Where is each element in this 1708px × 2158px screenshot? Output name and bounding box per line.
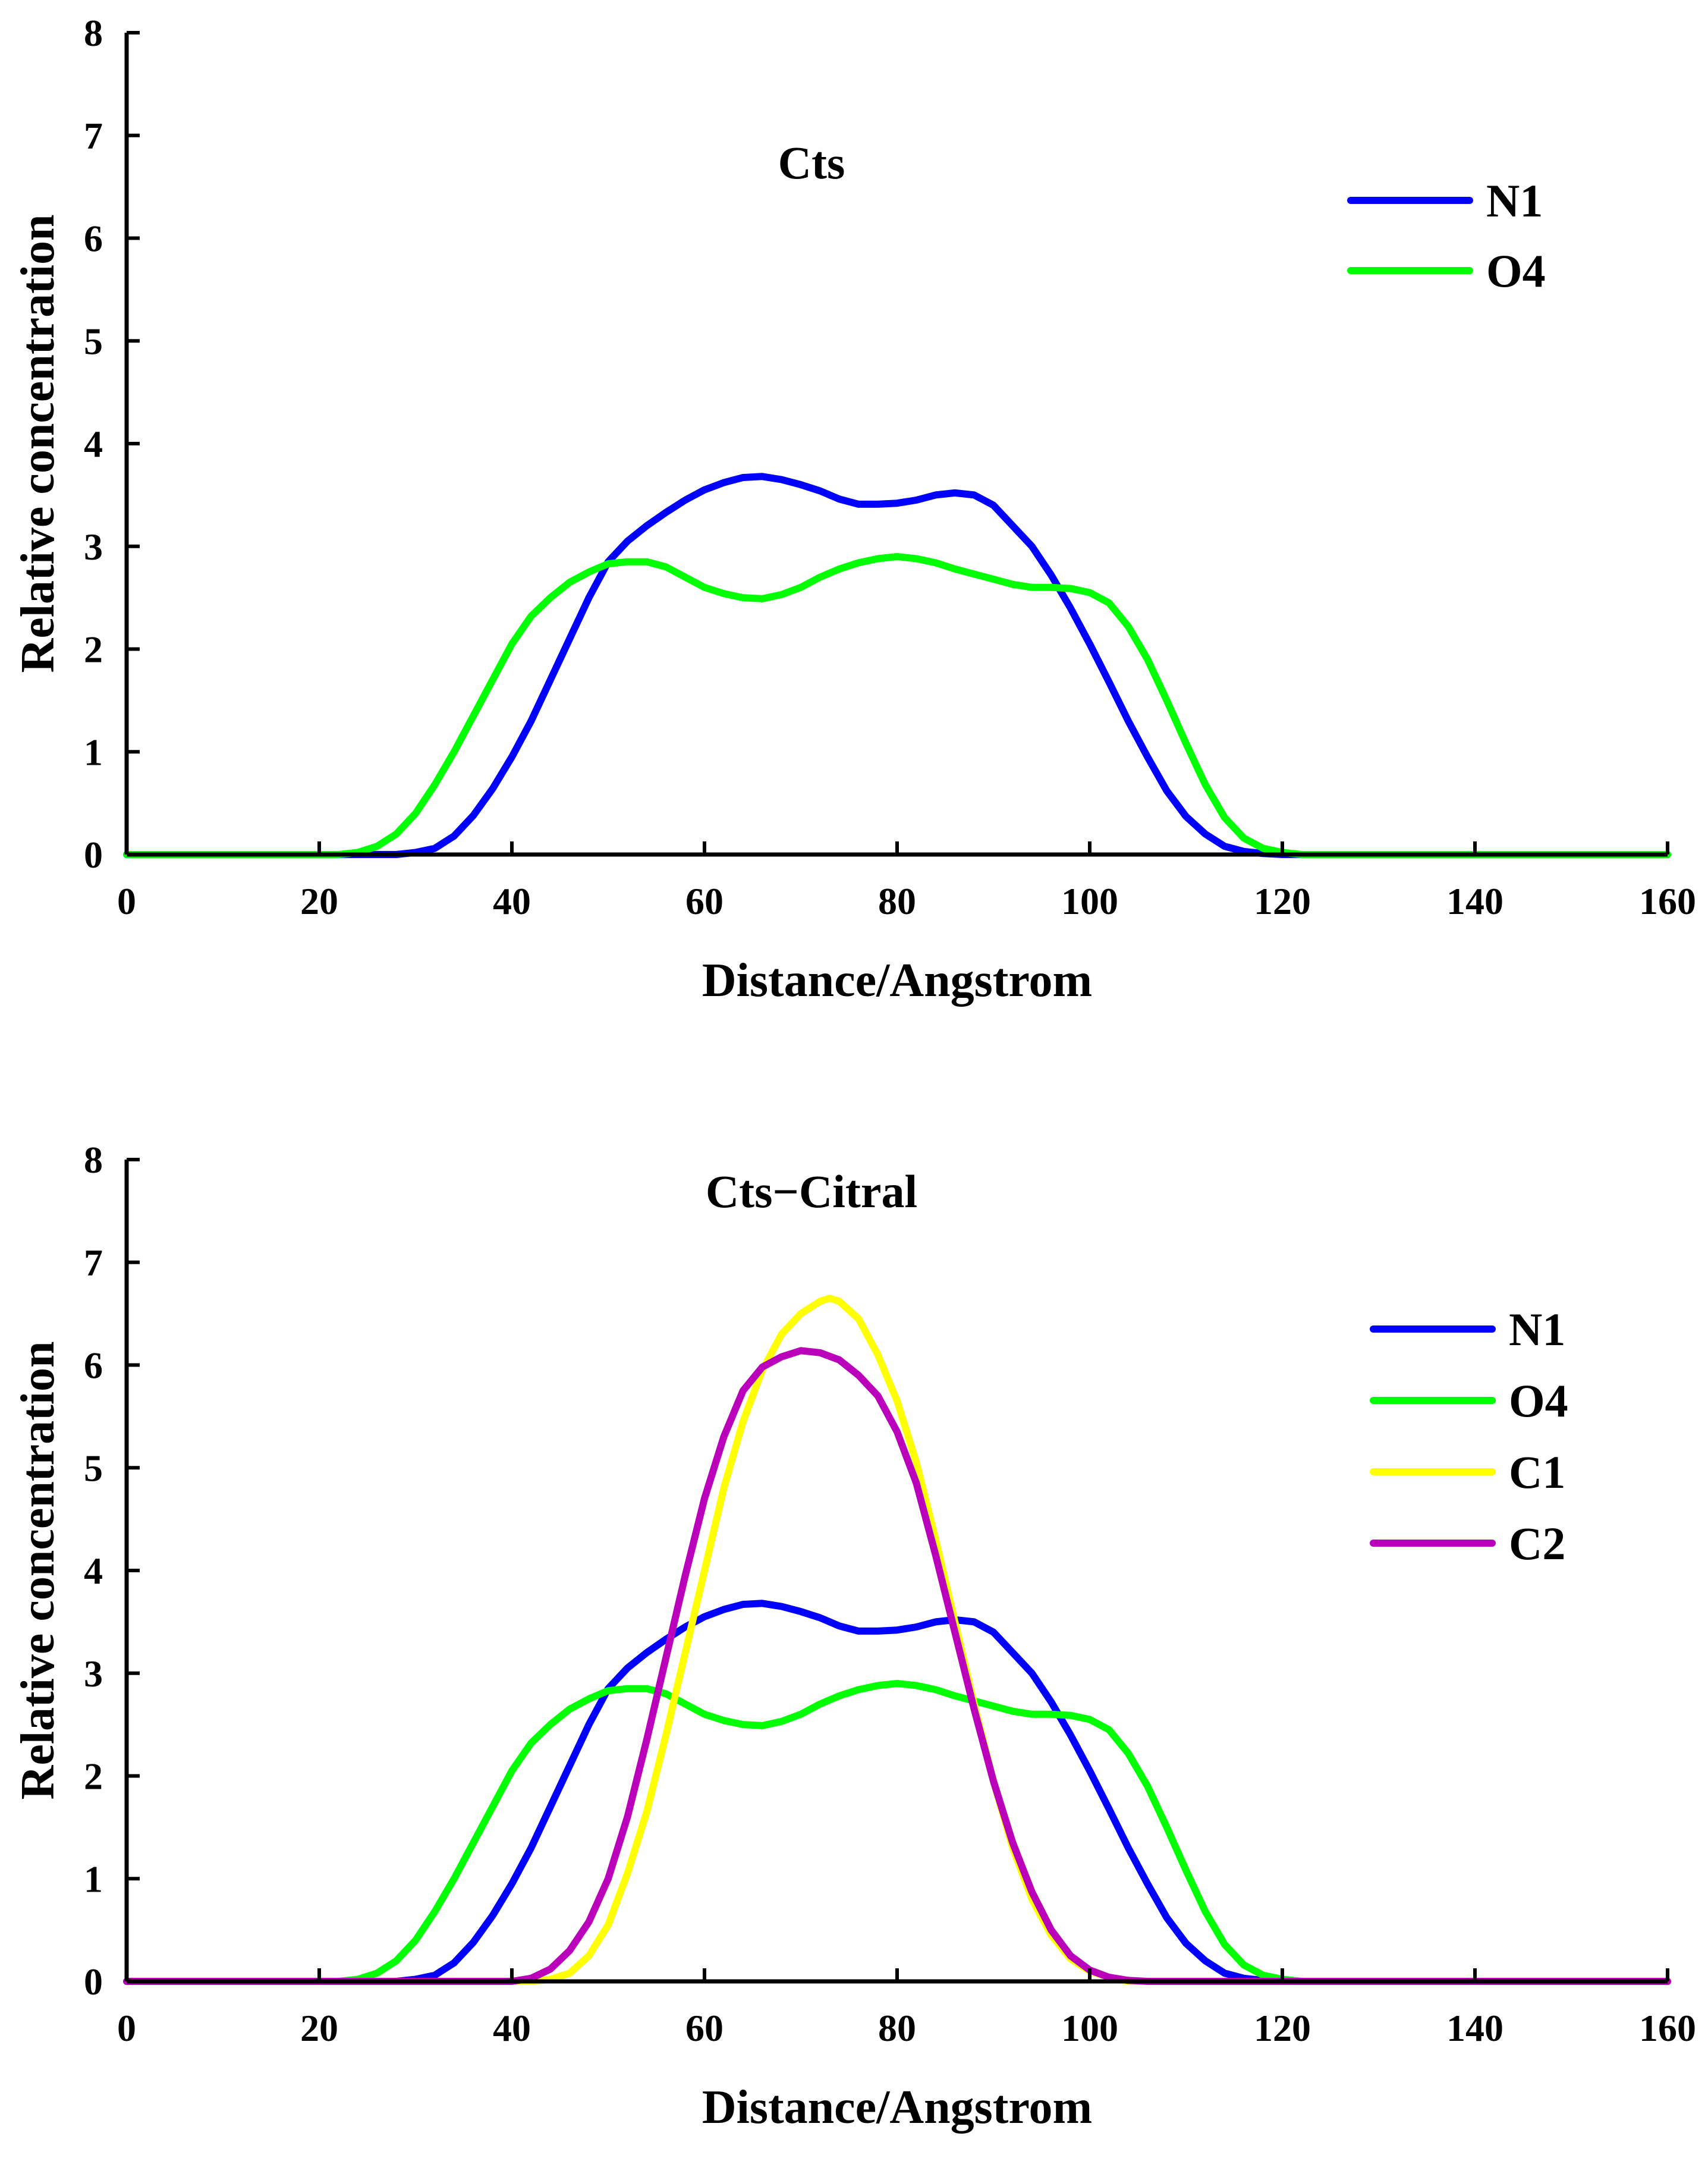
y-tick-label: 1 <box>84 1858 103 1900</box>
y-tick-label: 2 <box>84 629 103 671</box>
series-line-n1 <box>123 473 1671 858</box>
y-tick-label: 6 <box>84 218 103 260</box>
x-tick-label: 160 <box>1639 2007 1696 2049</box>
ticks-group: 0 20 40 60 80 100 120 140 160 0 1 2 3 4 5 6 7 8 <box>84 1139 1696 2049</box>
legend-label-c2: C2 <box>1509 1518 1565 1569</box>
ticks-group: 0 20 40 60 80 100 120 140 160 0 1 2 3 4 5 6 7 8 <box>84 12 1696 922</box>
legend-label-o4: O4 <box>1486 245 1546 297</box>
x-tick-label: 40 <box>493 880 531 922</box>
series-line-n1 <box>123 1600 1671 1985</box>
y-axis-title: Relative concentration <box>12 215 64 673</box>
y-tick-label: 8 <box>84 1139 103 1181</box>
chart-cts-citral: Cts−Citral 0 20 40 60 80 100 120 140 160 0 1 2 3 4 5 6 7… <box>12 1139 1696 2134</box>
x-axis-title: Distance/Angstrom <box>702 2081 1092 2134</box>
x-tick-label: 40 <box>493 2007 531 2049</box>
series-group <box>123 1295 1671 1985</box>
y-tick-label: 8 <box>84 12 103 54</box>
y-tick-label: 1 <box>84 731 103 773</box>
y-tick-label: 7 <box>84 1242 103 1284</box>
chart-cts: Cts 0 20 40 60 80 100 120 140 160 0 1 2 3 4 5 6 7 8 Dista… <box>12 12 1696 1007</box>
x-tick-label: 100 <box>1061 2007 1118 2049</box>
x-tick-label: 60 <box>685 2007 724 2049</box>
x-tick-label: 80 <box>878 2007 916 2049</box>
series-line-o4 <box>123 1680 1671 1985</box>
x-tick-label: 160 <box>1639 880 1696 922</box>
x-tick-label: 120 <box>1254 880 1311 922</box>
x-tick-label: 100 <box>1061 880 1118 922</box>
series-line-o4 <box>123 553 1671 858</box>
legend-label-o4: O4 <box>1509 1375 1568 1427</box>
y-tick-label: 4 <box>84 1550 103 1592</box>
y-tick-label: 5 <box>84 320 103 362</box>
x-tick-label: 80 <box>878 880 916 922</box>
y-tick-label: 0 <box>84 834 103 876</box>
x-tick-label: 20 <box>300 880 338 922</box>
x-tick-label: 0 <box>117 2007 136 2049</box>
y-tick-label: 2 <box>84 1755 103 1798</box>
x-tick-label: 20 <box>300 2007 338 2049</box>
x-tick-label: 0 <box>117 880 136 922</box>
y-tick-label: 4 <box>84 423 103 465</box>
y-tick-label: 0 <box>84 1961 103 2003</box>
x-tick-label: 120 <box>1254 2007 1311 2049</box>
x-tick-label: 140 <box>1446 2007 1503 2049</box>
series-line-c2 <box>123 1347 1671 1985</box>
legend-label-n1: N1 <box>1509 1303 1565 1355</box>
y-axis-title: Relative concentration <box>12 1342 64 1800</box>
chart-title: Cts <box>778 137 845 189</box>
legend-label-c1: C1 <box>1509 1446 1565 1498</box>
legend-label-n1: N1 <box>1486 175 1543 227</box>
y-tick-label: 3 <box>84 526 103 568</box>
legend: N1 O4 <box>1347 175 1546 297</box>
y-tick-label: 6 <box>84 1345 103 1387</box>
series-group <box>123 473 1671 858</box>
y-tick-label: 7 <box>84 115 103 157</box>
legend: N1 O4 C1 C2 <box>1370 1303 1568 1569</box>
x-tick-label: 60 <box>685 880 724 922</box>
x-tick-label: 140 <box>1446 880 1503 922</box>
y-tick-label: 5 <box>84 1447 103 1489</box>
x-axis-title: Distance/Angstrom <box>702 954 1092 1007</box>
chart-title: Cts−Citral <box>706 1166 917 1217</box>
y-tick-label: 3 <box>84 1653 103 1695</box>
